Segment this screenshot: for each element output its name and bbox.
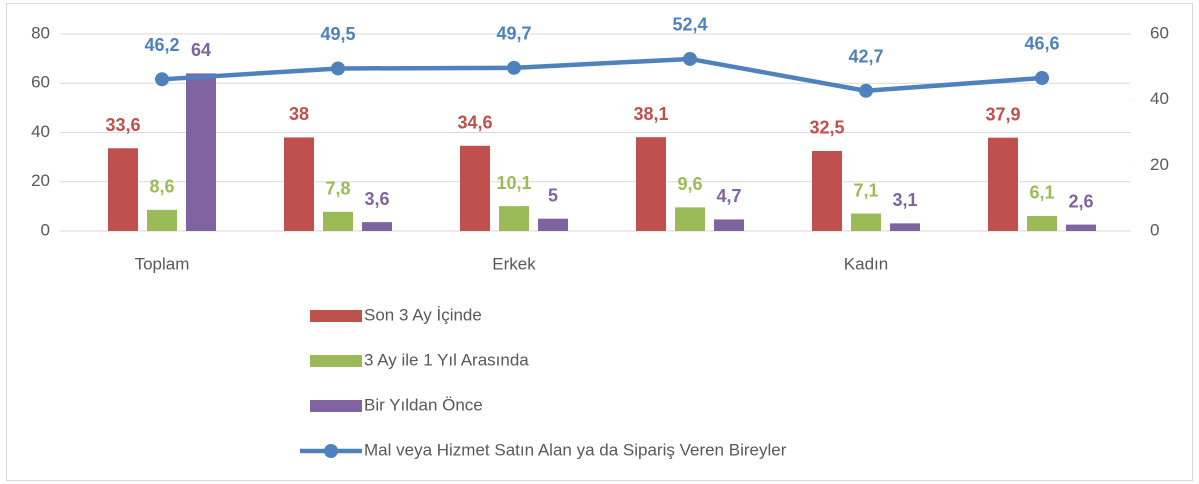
data-label: 34,6 — [457, 113, 492, 133]
bar — [1027, 215, 1057, 231]
bar — [851, 213, 881, 231]
bar — [186, 73, 216, 232]
data-label: 52,4 — [672, 15, 707, 35]
chart-border — [6, 3, 1193, 481]
line-point — [1035, 70, 1049, 85]
data-label: 2,6 — [1068, 191, 1093, 211]
data-label: 10,1 — [496, 173, 531, 193]
data-label: 5 — [548, 185, 558, 205]
legend-swatch — [310, 400, 362, 412]
data-label: 38,1 — [633, 104, 668, 124]
y-tick-label: 40 — [31, 122, 50, 141]
bar — [362, 222, 392, 231]
y-tick-label: 0 — [41, 220, 50, 239]
bar — [538, 218, 568, 231]
data-label: 46,2 — [144, 35, 179, 55]
y2-tick-label: 40 — [1150, 89, 1169, 108]
y2-tick-label: 0 — [1150, 220, 1159, 239]
line-point — [155, 72, 169, 87]
line-point — [683, 51, 697, 66]
line — [161, 56, 1043, 94]
data-label: 49,5 — [320, 24, 355, 44]
data-label: 7,1 — [853, 180, 878, 200]
x-tick-label: Erkek — [492, 254, 536, 273]
bar — [499, 206, 529, 231]
data-label: 6,1 — [1029, 183, 1054, 203]
data-label: 64 — [191, 40, 211, 60]
data-label: 7,8 — [325, 179, 350, 199]
bar — [1066, 224, 1096, 231]
y-tick-label: 60 — [31, 73, 50, 92]
legend-swatch — [310, 355, 362, 367]
x-tick-label: Toplam — [135, 254, 190, 273]
data-label: 49,7 — [496, 24, 531, 44]
legend-label: Bir Yıldan Önce — [364, 395, 483, 414]
data-label: 46,6 — [1024, 34, 1059, 54]
data-label: 3,1 — [892, 190, 917, 210]
x-tick-label: Kadın — [844, 254, 888, 273]
data-label: 38 — [289, 104, 309, 124]
bar — [988, 137, 1018, 231]
bar — [284, 137, 314, 231]
line-point — [331, 61, 345, 76]
line-point — [859, 83, 873, 98]
bar — [108, 148, 138, 231]
line-point — [507, 60, 521, 75]
data-label: 4,7 — [716, 186, 741, 206]
y2-tick-label: 20 — [1150, 155, 1169, 174]
legend-marker — [324, 444, 338, 458]
bar — [714, 219, 744, 231]
data-label: 32,5 — [809, 118, 844, 138]
bar — [636, 137, 666, 231]
bar — [675, 207, 705, 231]
data-label: 33,6 — [105, 115, 140, 135]
bar — [812, 150, 842, 231]
legend-label: 3 Ay ile 1 Yıl Arasında — [364, 350, 529, 369]
bar — [460, 145, 490, 231]
data-label: 8,6 — [149, 177, 174, 197]
legend-label: Son 3 Ay İçinde — [364, 305, 482, 324]
bar — [323, 211, 353, 231]
y-tick-label: 20 — [31, 171, 50, 190]
legend-label: Mal veya Hizmet Satın Alan ya da Sipariş… — [364, 440, 787, 459]
bar — [890, 223, 920, 231]
y2-tick-label: 60 — [1150, 23, 1169, 42]
data-label: 3,6 — [364, 189, 389, 209]
data-label: 9,6 — [677, 174, 702, 194]
data-label: 42,7 — [848, 47, 883, 67]
y-tick-label: 80 — [31, 23, 50, 42]
data-label: 37,9 — [985, 104, 1020, 124]
bar — [147, 209, 177, 231]
legend-swatch — [310, 310, 362, 322]
